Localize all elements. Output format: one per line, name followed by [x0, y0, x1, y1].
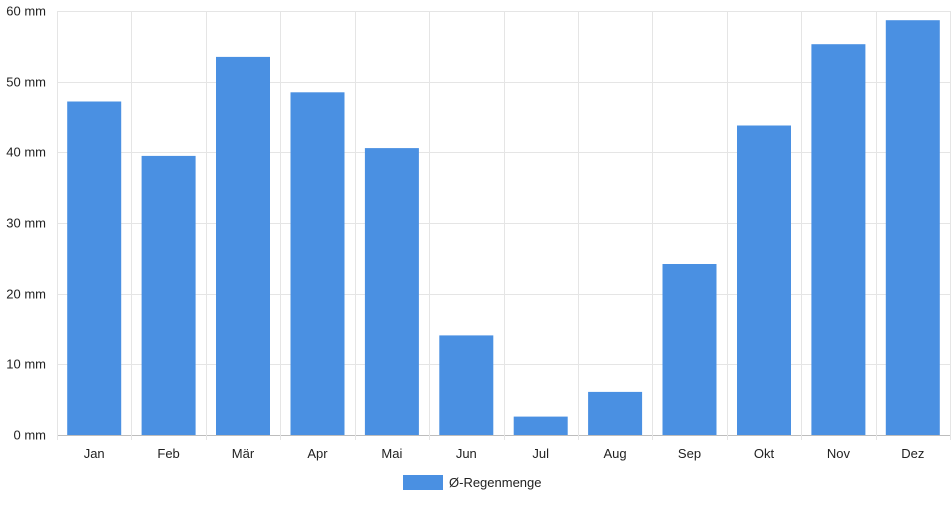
- x-tick-label: Dez: [901, 446, 924, 461]
- x-tick-label: Sep: [678, 446, 701, 461]
- x-tick-label: Mai: [381, 446, 402, 461]
- y-tick-label: 50 mm: [6, 75, 46, 90]
- x-tick-label: Jan: [84, 446, 105, 461]
- bar[interactable]: [662, 264, 717, 435]
- y-tick-label: 0 mm: [14, 428, 47, 443]
- bar[interactable]: [588, 391, 643, 435]
- x-tick-label: Mär: [232, 446, 255, 461]
- bar[interactable]: [216, 56, 270, 436]
- bar[interactable]: [513, 416, 568, 435]
- x-tick-label: Nov: [827, 446, 851, 461]
- y-tick-label: 10 mm: [6, 357, 46, 372]
- legend-swatch[interactable]: [403, 475, 443, 490]
- bar[interactable]: [141, 155, 196, 435]
- bar[interactable]: [811, 44, 866, 435]
- y-tick-label: 60 mm: [6, 4, 46, 19]
- bar[interactable]: [364, 148, 419, 435]
- bar[interactable]: [67, 101, 122, 436]
- x-tick-label: Jun: [456, 446, 477, 461]
- bar[interactable]: [737, 125, 791, 436]
- bar[interactable]: [439, 335, 494, 435]
- bar-series: [67, 20, 940, 436]
- x-tick-label: Aug: [604, 446, 627, 461]
- bar[interactable]: [290, 92, 345, 436]
- y-tick-label: 40 mm: [6, 145, 46, 160]
- x-tick-label: Feb: [157, 446, 179, 461]
- x-tick-label: Jul: [532, 446, 549, 461]
- y-tick-label: 30 mm: [6, 216, 46, 231]
- axes: 0 mm 10 mm 20 mm 30 mm 40 mm 50 mm 60 mm Jan Feb…: [6, 4, 924, 462]
- legend[interactable]: Ø-Regenmenge: [403, 475, 542, 490]
- y-tick-label: 20 mm: [6, 287, 46, 302]
- grid-lines: [57, 11, 951, 440]
- legend-label[interactable]: Ø-Regenmenge: [449, 475, 542, 490]
- bar[interactable]: [885, 20, 940, 435]
- x-tick-label: Apr: [307, 446, 328, 461]
- x-tick-label: Okt: [754, 446, 775, 461]
